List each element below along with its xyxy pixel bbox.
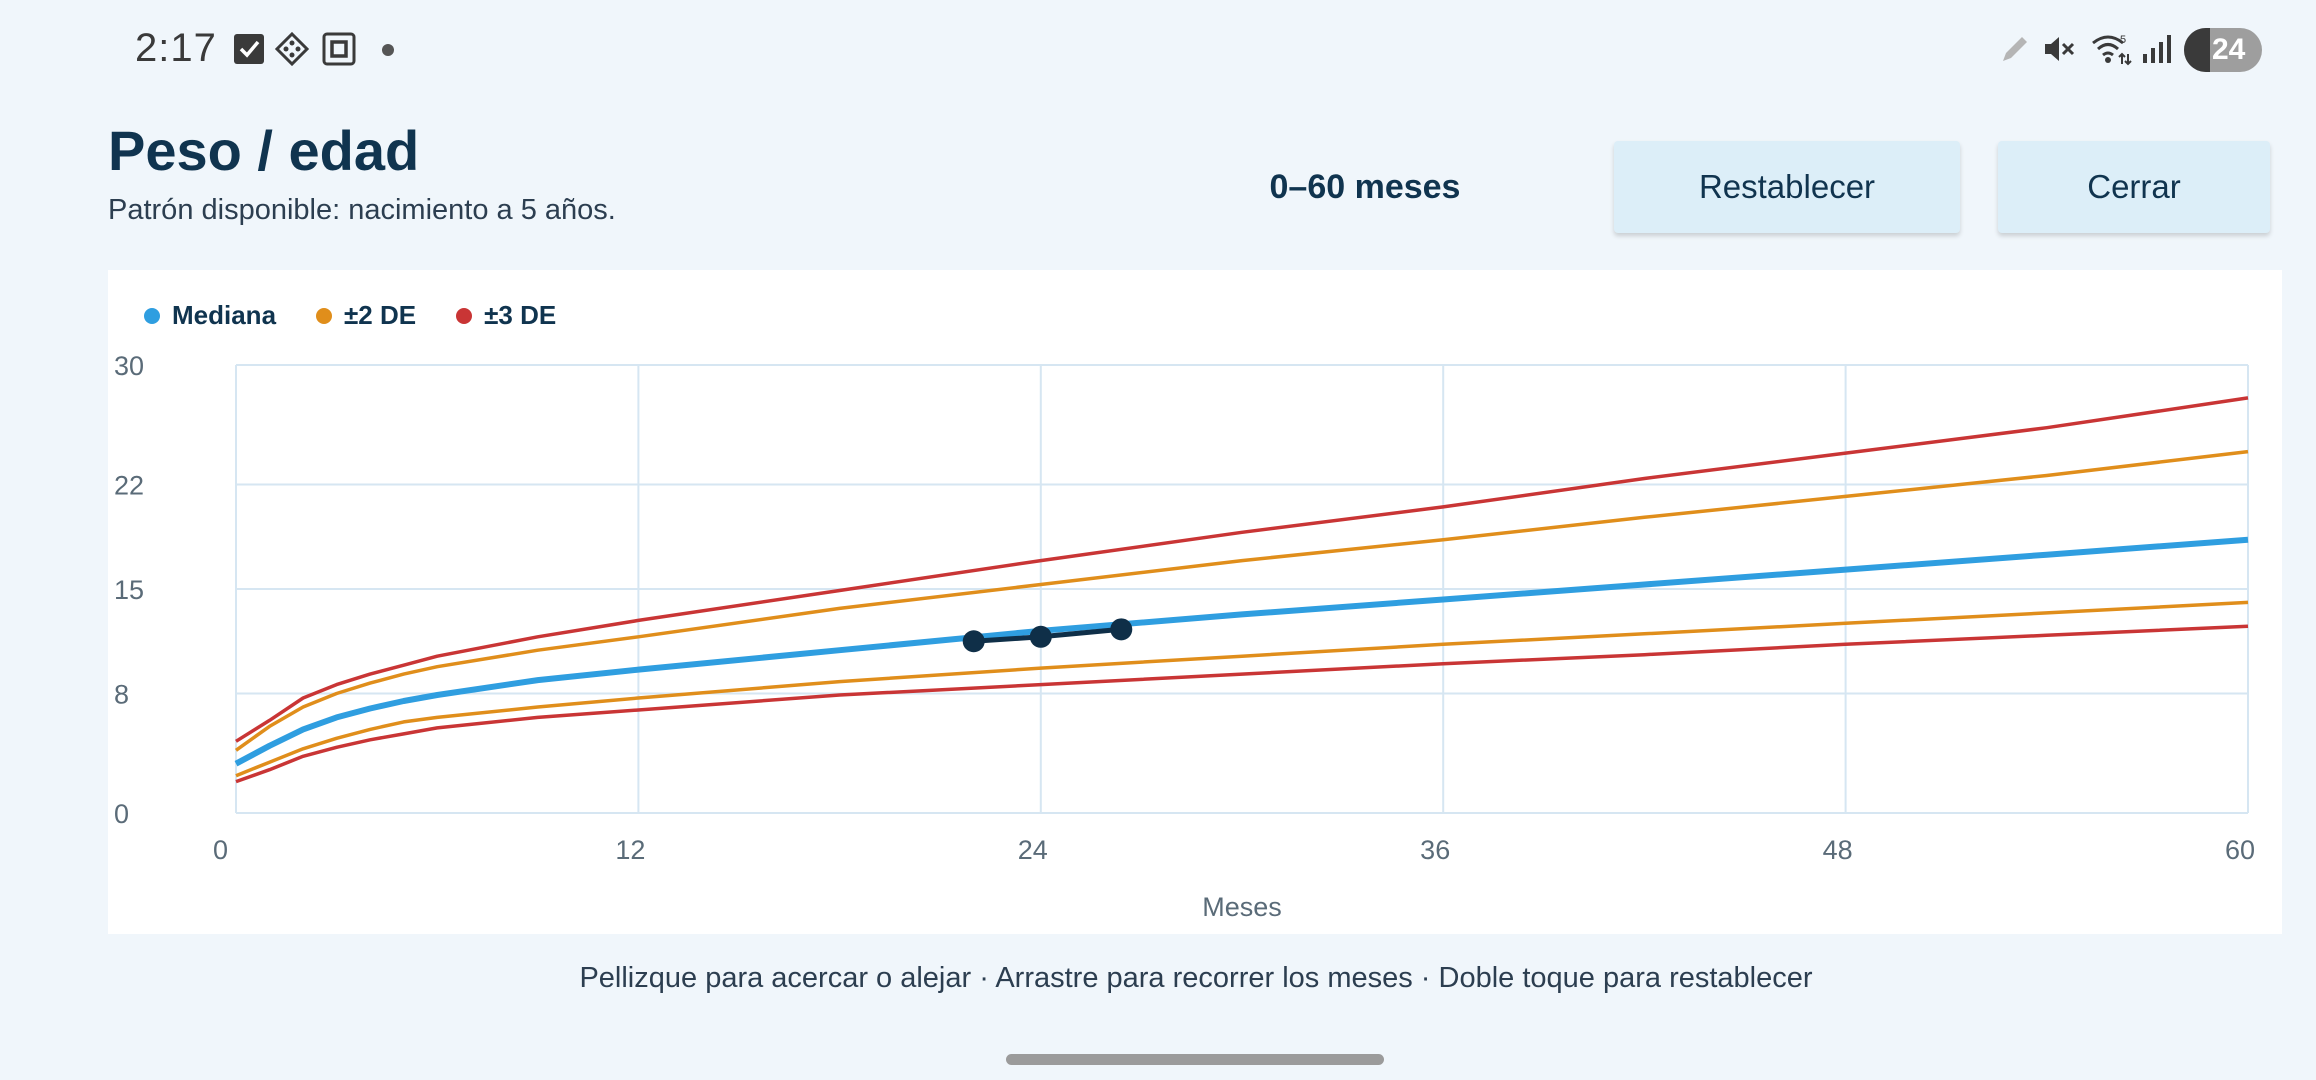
x-tick-label: 36	[1420, 835, 1450, 865]
page-subtitle: Patrón disponible: nacimiento a 5 años.	[108, 194, 616, 226]
legend-dot-sd3	[456, 307, 473, 324]
chart-legend: Mediana ±2 DE ±3 DE	[144, 300, 596, 331]
series-line-4	[235, 624, 2249, 784]
legend-label-sd2: ±2 DE	[344, 300, 417, 330]
notification-dot-icon	[382, 44, 394, 56]
x-axis-label: Meses	[1202, 892, 1282, 922]
wifi-badge: 5	[2120, 34, 2126, 46]
checkbox-icon	[234, 34, 264, 64]
x-tick-label: 0	[213, 835, 228, 865]
legend-item-median: Mediana	[144, 300, 276, 331]
legend-label-median: Mediana	[172, 300, 277, 330]
home-indicator[interactable]	[1006, 1054, 1384, 1065]
page-title: Peso / edad	[108, 119, 420, 182]
x-tick-label: 60	[2225, 835, 2255, 865]
x-tick-label: 48	[1823, 835, 1853, 865]
reset-button[interactable]: Restablecer	[1614, 141, 1960, 233]
legend-dot-median	[144, 307, 160, 324]
battery-indicator: 24	[2184, 28, 2262, 72]
close-button[interactable]: Cerrar	[1998, 141, 2270, 233]
series-line-0	[234, 536, 2249, 767]
chart-panel[interactable]: 0 8 15 22 30 0 12 24 36 48 60 Meses Mediana ±2 DE ±…	[108, 270, 2282, 934]
growth-chart[interactable]: 0 8 15 22 30 0 12 24 36 48 60 Meses	[108, 270, 2282, 934]
status-time: 2:17	[135, 26, 217, 70]
battery-level: 24	[2212, 33, 2246, 66]
legend-dot-sd2	[316, 307, 333, 324]
status-bar: 2:17 5 24	[0, 0, 2316, 100]
charging-bolt-icon	[2184, 28, 2210, 72]
signal-icon	[2143, 35, 2171, 63]
patient-point-0	[962, 630, 985, 653]
range-label: 0–60 meses	[1269, 168, 1461, 206]
y-tick-label: 22	[114, 470, 144, 500]
series-line-3	[235, 396, 2249, 743]
y-tick-label: 8	[114, 680, 129, 710]
square-app-icon	[322, 32, 356, 66]
y-tick-label: 0	[114, 799, 129, 829]
legend-item-sd3: ±3 DE	[456, 300, 556, 331]
legend-label-sd3: ±3 DE	[484, 300, 557, 330]
app-grid-icon	[275, 32, 309, 66]
patient-point-2	[1110, 618, 1133, 641]
muted-speaker-icon	[2045, 37, 2075, 61]
x-tick-label: 24	[1018, 835, 1048, 865]
series-line-2	[235, 600, 2249, 778]
y-tick-label: 15	[114, 575, 144, 605]
patient-point-1	[1029, 625, 1052, 648]
pencil-icon	[2003, 37, 2027, 61]
series-line-1	[234, 449, 2249, 752]
x-tick-label: 12	[615, 835, 645, 865]
wifi-icon: 5	[2092, 34, 2132, 66]
legend-item-sd2: ±2 DE	[316, 300, 416, 331]
gesture-hint: Pellizque para acercar o alejar · Arrast…	[579, 962, 1813, 994]
y-tick-label: 30	[114, 351, 144, 381]
